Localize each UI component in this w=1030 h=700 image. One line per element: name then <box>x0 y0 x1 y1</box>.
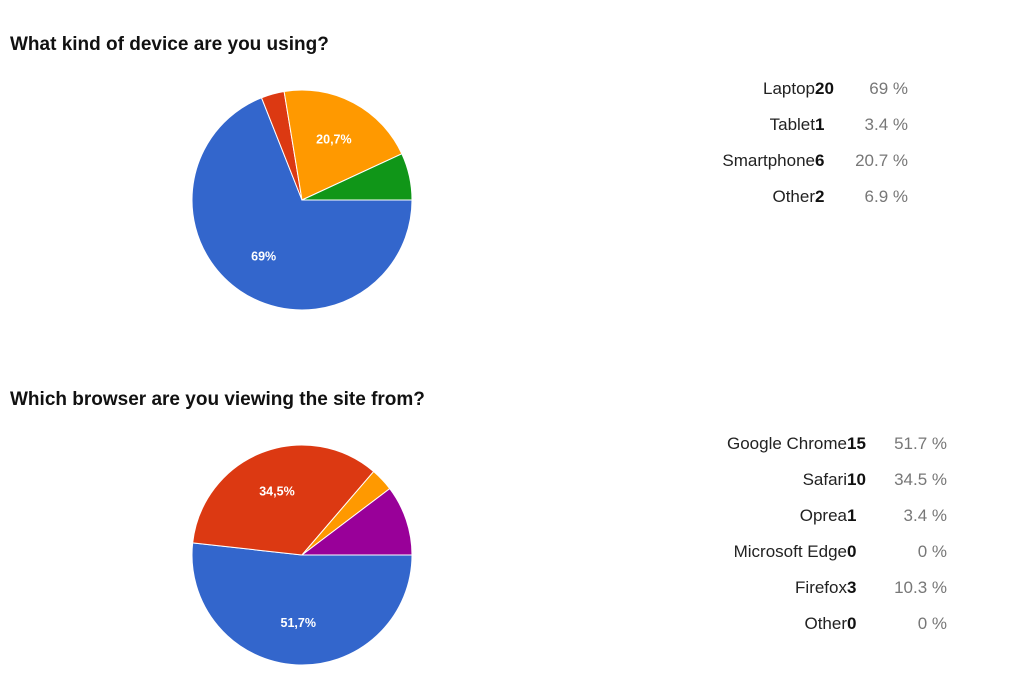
legend-count: 6 <box>815 151 825 170</box>
legend-percent: 51.7 % <box>894 434 947 453</box>
legend-label: Firefox <box>795 578 847 597</box>
legend-row: Firefox 3 10.3 % <box>690 570 947 606</box>
slice-percent-label: 51,7% <box>281 616 316 630</box>
chart-title: Which browser are you viewing the site f… <box>10 389 425 410</box>
legend-percent: 10.3 % <box>894 578 947 597</box>
legend-label: Smartphone <box>722 151 815 170</box>
legend-label: Laptop <box>763 79 815 98</box>
slice-percent-label: 34,5% <box>259 485 294 499</box>
legend-label: Google Chrome <box>726 434 847 453</box>
slice-percent-label: 20,7% <box>316 133 351 147</box>
legend-percent: 3.4 % <box>864 115 908 134</box>
pie-slice-smartphone[interactable] <box>283 89 403 201</box>
legend-count: 10 <box>847 470 866 489</box>
device-legend-table: Laptop 20 69 % Tablet 1 3.4 % Smartphone 6 20.7 … <box>690 71 908 215</box>
legend-percent: 3.4 % <box>903 506 947 525</box>
pie-slice-firefox[interactable] <box>300 487 413 556</box>
browser-legend-table: Google Chrome 15 51.7 % Safari 10 34.5 % Oprea… <box>690 426 947 642</box>
browser-pie-chart: 51,7% 34,5% <box>191 444 413 666</box>
pie-slice-laptop[interactable] <box>191 97 413 311</box>
device-pie-chart: 69% 20,7% <box>191 89 413 311</box>
legend-count: 0 <box>847 542 857 561</box>
legend-count: 2 <box>815 187 825 206</box>
legend-count: 1 <box>847 506 857 525</box>
legend-label: Other <box>804 614 847 633</box>
pie-slice-safari[interactable] <box>192 444 375 556</box>
slice-percent-label: 69% <box>251 249 276 263</box>
legend-row: Microsoft Edge 0 0 % <box>690 534 947 570</box>
chart-title: What kind of device are you using? <box>10 34 329 55</box>
legend-row: Tablet 1 3.4 % <box>690 107 908 143</box>
legend-row: Smartphone 6 20.7 % <box>690 143 908 179</box>
legend-percent: 6.9 % <box>864 187 908 206</box>
legend-label: Tablet <box>769 115 815 134</box>
legend-percent: 0 % <box>917 614 947 633</box>
legend-count: 3 <box>847 578 857 597</box>
legend-row: Other 2 6.9 % <box>690 179 908 215</box>
legend-label: Microsoft Edge <box>733 542 847 561</box>
pie-slice-other[interactable] <box>301 153 413 201</box>
legend-count: 0 <box>847 614 857 633</box>
legend-percent: 0 % <box>917 542 947 561</box>
legend-count: 15 <box>847 434 866 453</box>
legend-label: Other <box>772 187 815 206</box>
legend-label: Safari <box>802 470 847 489</box>
legend-count: 1 <box>815 115 825 134</box>
legend-row: Safari 10 34.5 % <box>690 462 947 498</box>
pie-slice-google-chrome[interactable] <box>191 542 413 666</box>
legend-row: Oprea 1 3.4 % <box>690 498 947 534</box>
legend-count: 20 <box>815 79 834 98</box>
legend-row: Laptop 20 69 % <box>690 71 908 107</box>
legend-percent: 34.5 % <box>894 470 947 489</box>
legend-label: Oprea <box>799 506 847 525</box>
legend-row: Google Chrome 15 51.7 % <box>690 426 947 462</box>
legend-row: Other 0 0 % <box>690 606 947 642</box>
legend-percent: 20.7 % <box>855 151 908 170</box>
legend-percent: 69 % <box>869 79 908 98</box>
